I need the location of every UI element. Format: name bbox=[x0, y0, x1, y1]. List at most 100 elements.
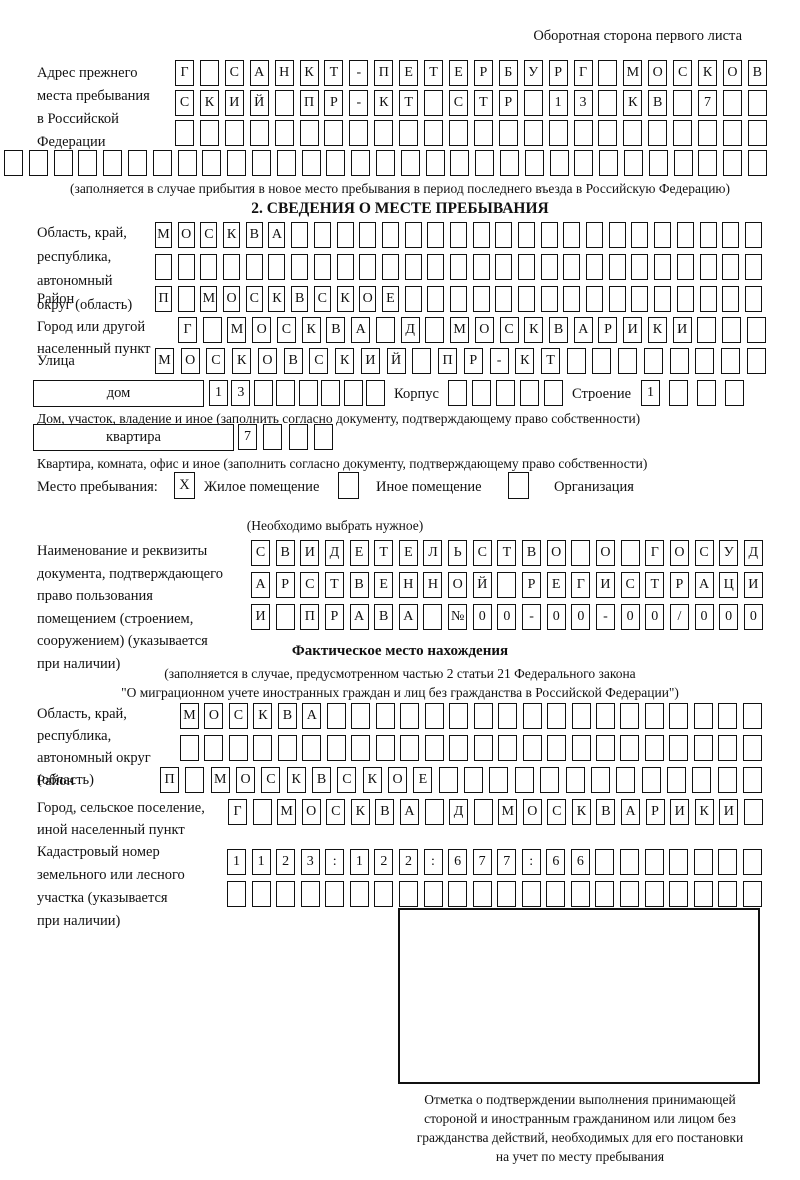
char-cell[interactable] bbox=[620, 881, 639, 907]
char-cell[interactable] bbox=[276, 150, 296, 176]
char-cell[interactable]: А bbox=[573, 317, 593, 343]
char-cell[interactable] bbox=[618, 348, 638, 374]
char-cell[interactable] bbox=[473, 799, 493, 825]
char-cell[interactable] bbox=[199, 120, 219, 146]
char-cell[interactable] bbox=[644, 849, 664, 875]
char-cell[interactable] bbox=[223, 254, 241, 280]
char-cell[interactable] bbox=[204, 735, 224, 761]
char-cell[interactable] bbox=[245, 254, 263, 280]
char-cell[interactable] bbox=[669, 348, 689, 374]
char-cell[interactable]: П bbox=[299, 90, 319, 116]
char-cell[interactable]: К bbox=[524, 317, 544, 343]
char-cell[interactable] bbox=[631, 286, 649, 312]
char-cell[interactable] bbox=[718, 703, 738, 729]
char-cell[interactable]: И bbox=[672, 317, 692, 343]
char-cell[interactable]: С bbox=[175, 90, 194, 116]
char-cell[interactable] bbox=[669, 703, 689, 729]
char-cell[interactable] bbox=[669, 849, 689, 875]
char-cell[interactable] bbox=[620, 849, 639, 875]
char-cell[interactable] bbox=[676, 222, 694, 248]
char-cell[interactable]: 1 bbox=[548, 90, 568, 116]
char-cell[interactable] bbox=[251, 881, 271, 907]
char-cell[interactable] bbox=[277, 735, 297, 761]
char-cell[interactable]: У bbox=[523, 60, 543, 86]
char-cell[interactable] bbox=[489, 767, 509, 793]
char-cell[interactable] bbox=[349, 881, 369, 907]
char-cell[interactable] bbox=[571, 735, 591, 761]
char-cell[interactable]: С bbox=[337, 767, 357, 793]
char-cell[interactable] bbox=[598, 90, 618, 116]
char-cell[interactable] bbox=[78, 150, 98, 176]
char-cell[interactable]: А bbox=[694, 572, 714, 598]
char-cell[interactable] bbox=[717, 767, 737, 793]
char-cell[interactable]: 0 bbox=[620, 604, 640, 630]
char-cell[interactable] bbox=[722, 286, 740, 312]
char-cell[interactable]: Т bbox=[324, 60, 344, 86]
char-cell[interactable]: К bbox=[571, 799, 591, 825]
char-cell[interactable]: М bbox=[227, 317, 247, 343]
char-cell[interactable] bbox=[224, 120, 244, 146]
char-cell[interactable]: О bbox=[546, 540, 566, 566]
char-cell[interactable]: Н bbox=[398, 572, 418, 598]
char-cell[interactable] bbox=[742, 735, 762, 761]
char-cell[interactable]: А bbox=[349, 604, 369, 630]
char-cell[interactable] bbox=[374, 120, 394, 146]
char-cell[interactable]: С bbox=[326, 799, 346, 825]
char-cell[interactable] bbox=[326, 150, 346, 176]
char-cell[interactable]: Д bbox=[449, 799, 469, 825]
char-cell[interactable] bbox=[722, 90, 742, 116]
char-cell[interactable] bbox=[375, 735, 395, 761]
char-cell[interactable]: О bbox=[448, 572, 468, 598]
char-cell[interactable] bbox=[547, 703, 567, 729]
char-cell[interactable]: Р bbox=[498, 90, 518, 116]
char-cell[interactable] bbox=[523, 120, 543, 146]
char-cell[interactable]: В bbox=[275, 540, 295, 566]
char-cell[interactable]: С bbox=[261, 767, 281, 793]
char-cell[interactable]: Ц bbox=[719, 572, 739, 598]
char-cell[interactable] bbox=[425, 317, 445, 343]
char-cell[interactable] bbox=[424, 703, 444, 729]
char-cell[interactable] bbox=[412, 348, 432, 374]
char-cell[interactable]: И bbox=[224, 90, 244, 116]
char-cell[interactable]: Г bbox=[178, 317, 197, 343]
char-cell[interactable]: К bbox=[286, 767, 306, 793]
char-cell[interactable] bbox=[400, 150, 420, 176]
char-cell[interactable]: С bbox=[313, 286, 331, 312]
char-cell[interactable] bbox=[747, 150, 767, 176]
char-cell[interactable] bbox=[185, 767, 205, 793]
char-cell[interactable]: 7 bbox=[238, 424, 257, 450]
char-cell[interactable]: С bbox=[200, 222, 218, 248]
char-cell[interactable]: Т bbox=[374, 540, 394, 566]
char-cell[interactable]: И bbox=[623, 317, 643, 343]
char-cell[interactable] bbox=[404, 222, 422, 248]
char-cell[interactable]: 6 bbox=[546, 849, 566, 875]
char-cell[interactable] bbox=[449, 286, 467, 312]
char-cell[interactable] bbox=[253, 735, 273, 761]
char-cell[interactable]: Р bbox=[548, 60, 568, 86]
char-cell[interactable] bbox=[747, 90, 767, 116]
char-cell[interactable]: А bbox=[399, 799, 419, 825]
char-cell[interactable]: Е bbox=[399, 60, 419, 86]
char-cell[interactable] bbox=[744, 254, 762, 280]
char-cell[interactable] bbox=[595, 849, 615, 875]
char-cell[interactable] bbox=[498, 120, 518, 146]
char-cell[interactable] bbox=[722, 317, 742, 343]
char-cell[interactable]: О bbox=[252, 317, 272, 343]
char-cell[interactable] bbox=[228, 735, 248, 761]
char-cell[interactable] bbox=[472, 286, 490, 312]
char-cell[interactable]: Р bbox=[522, 572, 542, 598]
char-cell[interactable]: И bbox=[670, 799, 690, 825]
char-cell[interactable] bbox=[400, 735, 420, 761]
char-cell[interactable] bbox=[438, 767, 458, 793]
char-cell[interactable] bbox=[598, 120, 618, 146]
char-cell[interactable] bbox=[473, 120, 493, 146]
char-cell[interactable] bbox=[673, 120, 693, 146]
char-cell[interactable] bbox=[523, 90, 543, 116]
char-cell[interactable] bbox=[669, 881, 689, 907]
char-cell[interactable]: Т bbox=[497, 540, 517, 566]
char-cell[interactable] bbox=[654, 254, 672, 280]
char-cell[interactable]: К bbox=[335, 348, 355, 374]
char-cell[interactable]: Р bbox=[598, 317, 618, 343]
char-cell[interactable] bbox=[616, 767, 636, 793]
char-cell[interactable] bbox=[375, 703, 395, 729]
